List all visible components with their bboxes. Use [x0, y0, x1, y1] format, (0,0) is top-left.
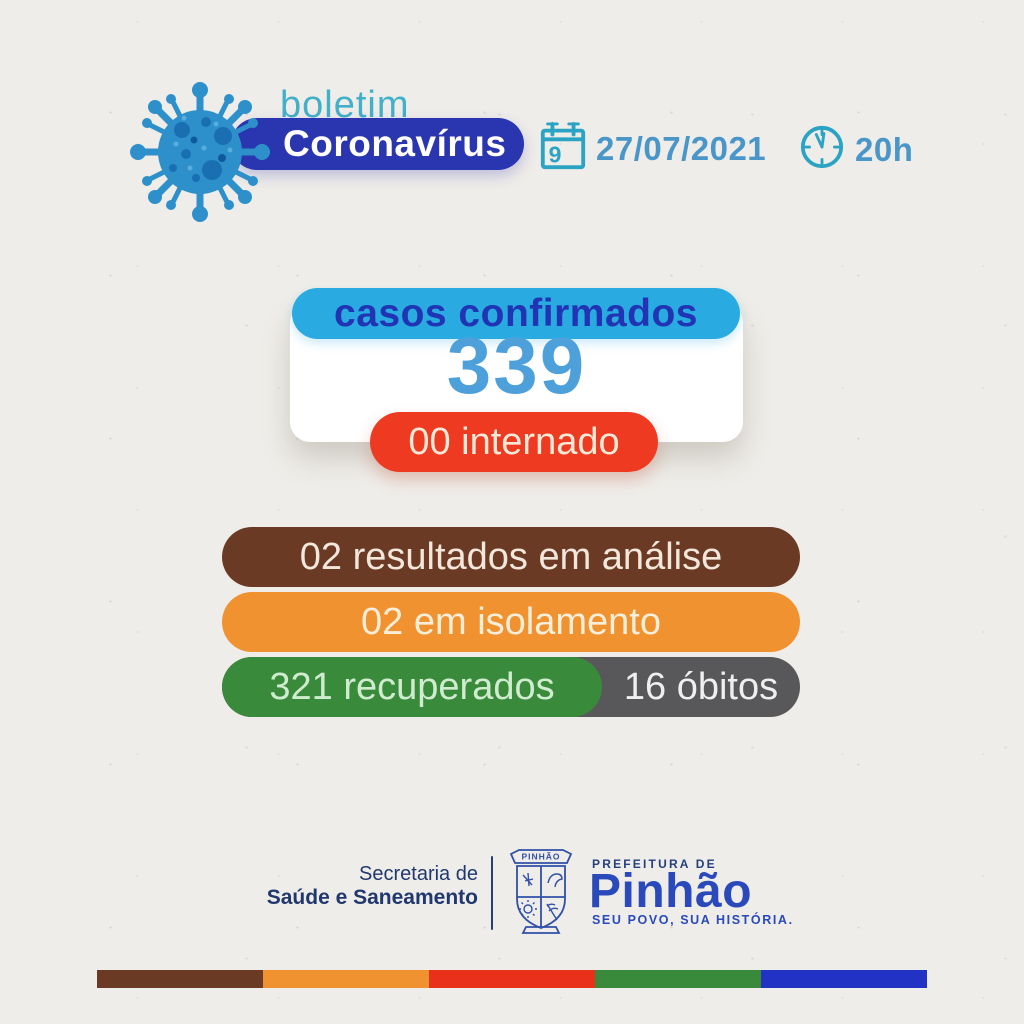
prefeitura-de-label: PREFEITURA DE	[592, 857, 717, 871]
secretariat-line2: Saúde e Saneamento	[266, 886, 478, 909]
coat-of-arms-banner-text: PINHÃO	[521, 852, 560, 862]
strip-segment-blue	[761, 970, 927, 988]
clock-icon	[799, 124, 845, 175]
city-slogan: SEU POVO, SUA HISTÓRIA.	[592, 913, 794, 927]
in-isolation-pill: 02 em isolamento	[222, 592, 800, 652]
calendar-icon: 9	[538, 120, 588, 177]
footer-divider	[491, 856, 493, 930]
hospitalized-label: 00 internado	[408, 420, 620, 463]
pinhao-coat-of-arms: PINHÃO	[506, 847, 576, 944]
deaths-label-zone: 16 óbitos	[602, 657, 800, 717]
bulletin-date: 27/07/2021	[596, 129, 767, 167]
time-group: 20h	[799, 124, 913, 175]
recovered-label: 321 recuperados	[269, 665, 555, 708]
confirmed-cases-label: casos confirmados	[334, 291, 698, 335]
confirmed-cases-header-pill: casos confirmados	[292, 288, 740, 339]
strip-segment-green	[595, 970, 761, 988]
city-name: Pinhão	[589, 865, 753, 918]
secretariat-line1: Secretaria de	[359, 863, 478, 885]
in-isolation-label: 02 em isolamento	[361, 600, 661, 643]
color-strip	[97, 970, 927, 988]
date-group: 9 27/07/2021	[538, 120, 766, 177]
svg-text:9: 9	[549, 141, 562, 167]
deaths-label: 16 óbitos	[623, 665, 779, 708]
strip-segment-brown	[97, 970, 263, 988]
coronavirus-title-pill: Coronavírus	[231, 118, 525, 170]
bulletin-time: 20h	[855, 130, 914, 168]
secretariat-block: Secretaria de Saúde e Saneamento	[200, 863, 478, 910]
recovered-pill: 321 recuperados	[222, 657, 602, 717]
results-in-analysis-label: 02 resultados em análise	[299, 535, 723, 578]
hospitalized-pill: 00 internado	[370, 412, 658, 472]
coronavirus-title: Coronavírus	[283, 123, 507, 164]
strip-segment-red	[429, 970, 595, 988]
confirmed-cases-count: 339	[446, 321, 587, 410]
coronavirus-virus-icon	[126, 78, 274, 231]
results-in-analysis-pill: 02 resultados em análise	[222, 527, 800, 587]
strip-segment-orange	[263, 970, 429, 988]
